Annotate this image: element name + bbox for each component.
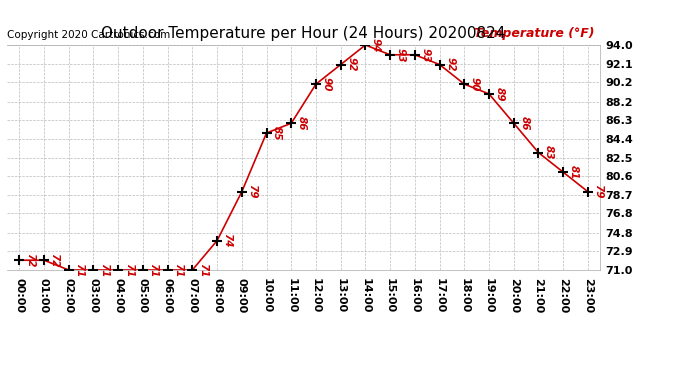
Text: 79: 79 xyxy=(247,184,257,199)
Text: 90: 90 xyxy=(470,77,480,92)
Text: 71: 71 xyxy=(173,263,183,277)
Text: Copyright 2020 Cartronics.com: Copyright 2020 Cartronics.com xyxy=(7,30,170,40)
Text: 72: 72 xyxy=(50,253,59,267)
Text: 86: 86 xyxy=(520,116,529,130)
Text: 86: 86 xyxy=(297,116,307,130)
Text: 71: 71 xyxy=(75,263,84,277)
Text: 71: 71 xyxy=(99,263,109,277)
Text: 92: 92 xyxy=(346,57,356,72)
Text: 93: 93 xyxy=(420,48,431,62)
Text: 89: 89 xyxy=(495,87,504,101)
Text: 90: 90 xyxy=(322,77,331,92)
Text: 71: 71 xyxy=(198,263,208,277)
Text: 72: 72 xyxy=(25,253,34,267)
Text: 71: 71 xyxy=(124,263,134,277)
Text: 94: 94 xyxy=(371,38,381,52)
Title: Outdoor Temperature per Hour (24 Hours) 20200824: Outdoor Temperature per Hour (24 Hours) … xyxy=(101,26,506,41)
Text: 85: 85 xyxy=(272,126,282,140)
Text: Temperature (°F): Temperature (°F) xyxy=(474,27,594,40)
Text: 81: 81 xyxy=(569,165,579,179)
Text: 74: 74 xyxy=(223,233,233,248)
Text: 71: 71 xyxy=(148,263,159,277)
Text: 79: 79 xyxy=(593,184,604,199)
Text: 83: 83 xyxy=(544,146,554,160)
Text: 93: 93 xyxy=(395,48,406,62)
Text: 92: 92 xyxy=(445,57,455,72)
